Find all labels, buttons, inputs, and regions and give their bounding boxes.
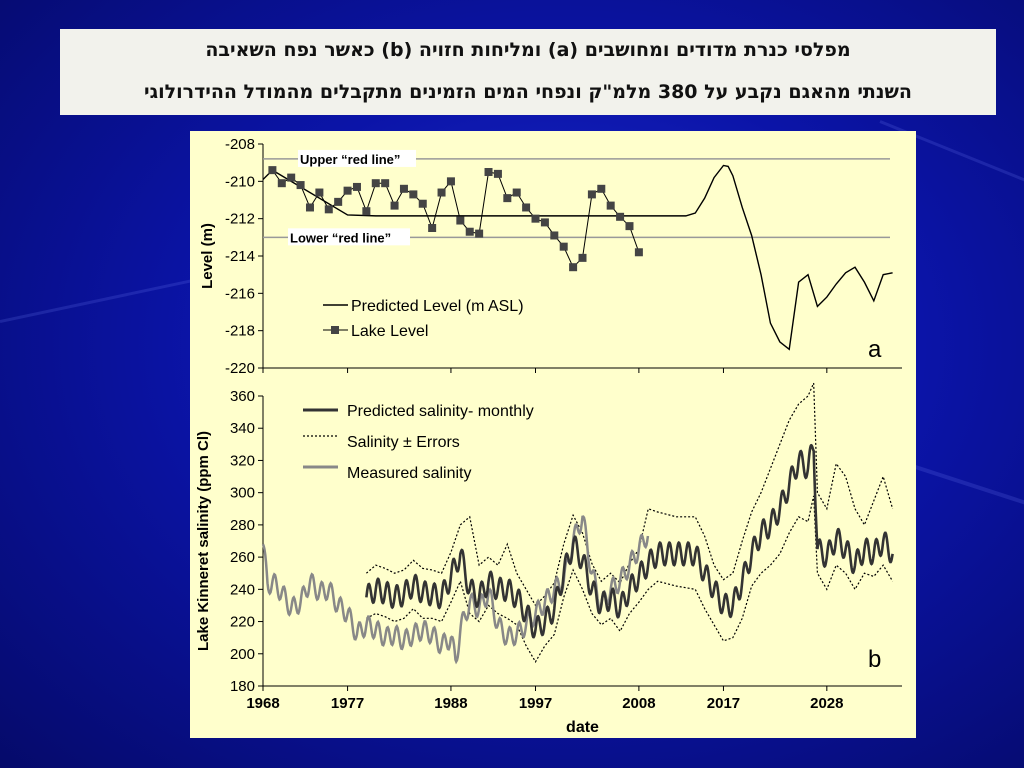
legend-errors-label: Salinity ± Errors — [347, 434, 460, 451]
lake-level-point — [616, 212, 625, 221]
lake-level-point — [550, 231, 559, 240]
panel-b-y-tick-label: 300 — [230, 485, 255, 502]
lake-level-point — [287, 173, 296, 182]
lake-level-line — [271, 169, 640, 269]
slide-title: מפלסי כנרת מדודים ומחושבים (a) ומליחות ח… — [60, 29, 996, 115]
chart-panel: -208 -210 -212 -214 -216 -218 -220 Level (m) Upp… — [190, 131, 916, 738]
panel-b-x-tick-label: 1997 — [519, 695, 552, 712]
panel-a-y-tick-label: -212 — [225, 211, 255, 228]
annotation-label: Lower “red line” — [290, 230, 391, 245]
lake-level-point — [428, 224, 437, 232]
lake-level-point — [597, 184, 606, 193]
chart-svg: -208 -210 -212 -214 -216 -218 -220 Level (m) Upp… — [195, 136, 902, 736]
panel-b-x-tick-label: 1968 — [246, 695, 279, 712]
panel-a-y-tick-label: -216 — [225, 285, 255, 302]
legend-measured-salinity-label: Measured salinity — [347, 465, 472, 482]
panel-b-y-tick-label: 220 — [230, 614, 255, 631]
panel-b-y-tick-label: 320 — [230, 452, 255, 469]
panel-b-x-tick-label: 2028 — [810, 695, 843, 712]
annotation-box — [298, 149, 416, 167]
lake-level-point — [634, 248, 643, 257]
lake-level-point — [625, 222, 634, 231]
lake-level-point — [390, 201, 399, 210]
panel-b-y-tick-label: 200 — [230, 646, 255, 663]
lake-level-point — [343, 186, 352, 195]
title-line-1: מפלסי כנרת מדודים ומחושבים (a) ומליחות ח… — [205, 39, 851, 61]
lake-level-point — [503, 194, 512, 203]
lake-level-point — [578, 253, 587, 262]
panel-b-y-tick-label: 240 — [230, 581, 255, 598]
lake-level-point — [512, 188, 521, 197]
panel-b-y-tick-label: 280 — [230, 517, 255, 534]
lake-level-point — [522, 203, 531, 212]
predicted-salinity-line — [365, 443, 894, 639]
panel-a-label: a — [868, 336, 882, 363]
legend-predicted-level-label: Predicted Level (m ASL) — [351, 298, 524, 315]
panel-a-y-label: Level (m) — [199, 223, 216, 289]
lake-level-point — [334, 197, 343, 206]
panel-b-x-tick-label: 2008 — [622, 695, 655, 712]
lake-level-point — [362, 207, 371, 216]
lake-level-point — [493, 169, 502, 178]
lake-level-point — [277, 179, 286, 188]
lake-level-point — [569, 263, 578, 272]
panel-b-y-tick-label: 360 — [230, 388, 255, 405]
lake-level-point — [587, 190, 596, 199]
panel-b-x-tick-label: 1977 — [331, 695, 364, 712]
lake-level-point — [324, 205, 333, 214]
salinity-lower-error-line — [366, 495, 894, 664]
predicted-level-line — [262, 164, 893, 351]
lake-level-point — [531, 214, 540, 223]
lake-level-point — [465, 227, 474, 236]
panel-b-x-tick-label: 1988 — [434, 695, 467, 712]
lake-level-point — [268, 166, 277, 175]
lake-level-point — [437, 188, 446, 197]
panel-b-y-label: Lake Kinneret salinity (ppm Cl) — [195, 431, 212, 651]
lake-level-point — [371, 179, 380, 188]
panel-b-label: b — [868, 646, 881, 673]
panel-a-y-tick-label: -208 — [225, 136, 255, 153]
lake-level-point — [456, 216, 465, 225]
title-line-2: השנתי מהאגם נקבע על 380 מלמ"ק ונפחי המים… — [144, 81, 912, 103]
annotation-box — [288, 228, 410, 246]
background-streak — [0, 278, 196, 323]
legend-predicted-salinity-label: Predicted salinity- monthly — [347, 403, 534, 420]
legend-lake-level-marker — [331, 326, 339, 334]
panel-a-y-tick-label: -220 — [225, 360, 255, 377]
measured-salinity-line — [261, 515, 650, 665]
background-streak — [899, 460, 1024, 526]
annotation-label: Upper “red line” — [300, 152, 400, 167]
panel-b-y-tick-label: 340 — [230, 420, 255, 437]
panel-b-y-tick-label: 180 — [230, 678, 255, 695]
lake-level-point — [315, 188, 324, 197]
panel-b-x-label: date — [566, 719, 599, 736]
legend-lake-level-label: Lake Level — [351, 323, 428, 340]
panel-b-x-tick-label: 2017 — [707, 695, 740, 712]
lake-level-point — [409, 190, 418, 199]
lake-level-point — [418, 199, 427, 208]
lake-level-point — [381, 179, 390, 188]
lake-level-point — [484, 168, 493, 176]
lake-level-point — [559, 242, 568, 251]
lake-level-point — [305, 203, 314, 212]
panel-b-y-tick-label: 260 — [230, 549, 255, 566]
lake-level-point — [475, 229, 484, 238]
lake-level-point — [352, 182, 361, 191]
panel-a-y-tick-label: -214 — [225, 248, 255, 265]
lake-level-point — [296, 181, 305, 190]
lake-level-point — [399, 184, 408, 193]
panel-a-y-tick-label: -210 — [225, 173, 255, 190]
lake-level-point — [606, 201, 615, 210]
panel-a-y-tick-label: -218 — [225, 323, 255, 340]
lake-level-point — [446, 177, 455, 186]
lake-level-point — [540, 218, 549, 227]
